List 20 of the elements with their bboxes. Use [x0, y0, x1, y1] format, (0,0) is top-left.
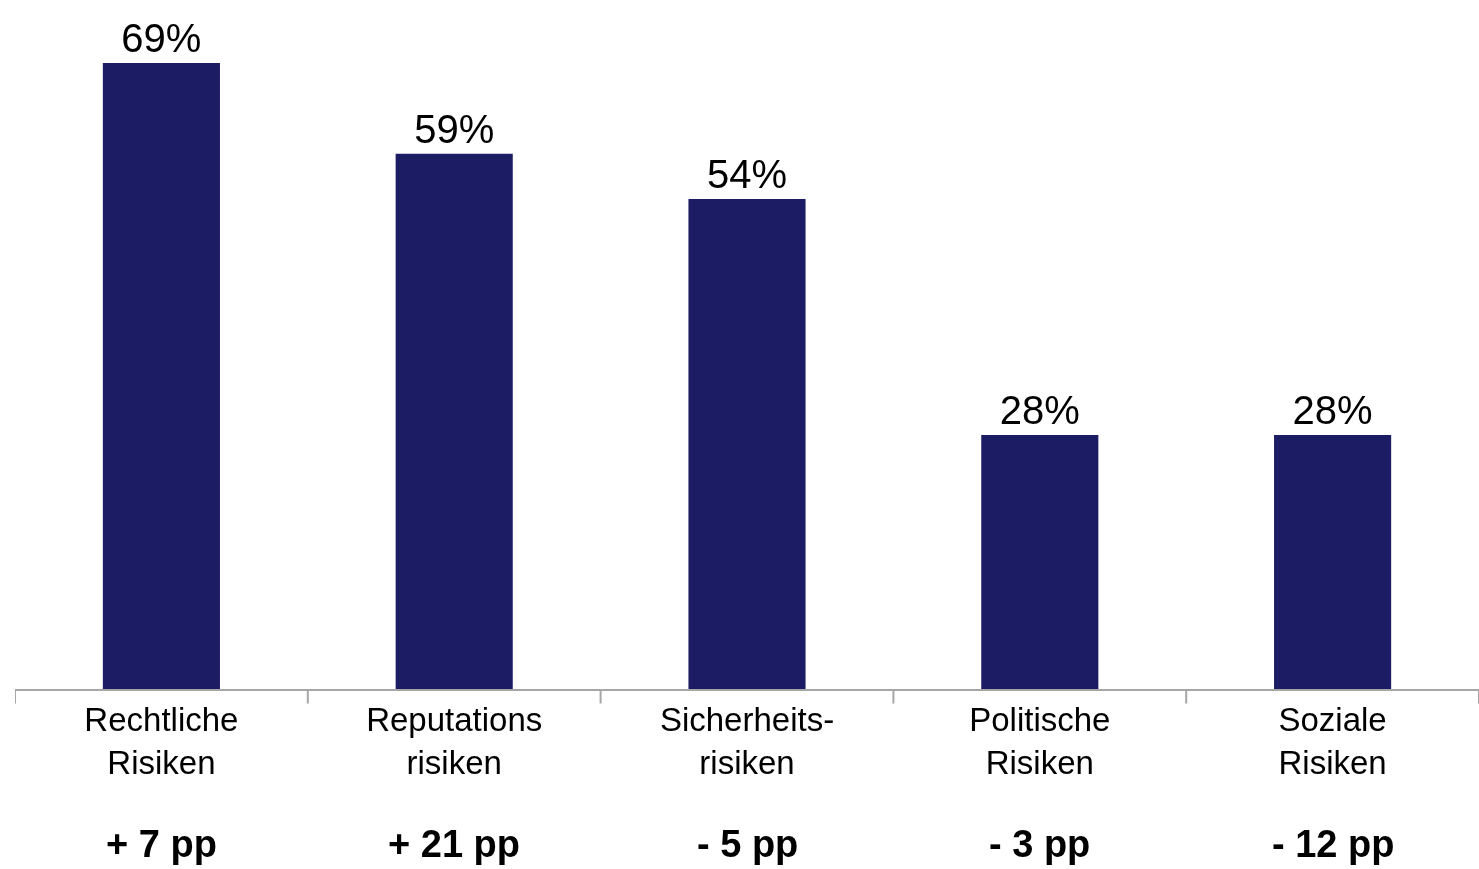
x-tick-label: Reputations risiken	[366, 700, 543, 781]
bar	[981, 434, 1099, 689]
text: + 7 pp	[106, 823, 217, 865]
bar	[688, 199, 806, 689]
x-tick-label: Soziale Risiken	[1278, 700, 1387, 781]
data-label: 28%	[1292, 387, 1373, 432]
bar	[395, 153, 513, 689]
x-tick-label: Rechtliche Risiken	[84, 700, 239, 781]
data-label: 59%	[414, 106, 495, 151]
bar	[102, 62, 220, 689]
text: - 12 pp	[1272, 823, 1395, 865]
data-label: 54%	[706, 152, 788, 197]
data-label: 69%	[121, 15, 202, 60]
data-label: 28%	[999, 387, 1080, 432]
x-tick-label: Sicherheits- risiken	[659, 700, 835, 781]
bar	[1274, 434, 1392, 689]
text: - 3 pp	[989, 823, 1091, 865]
text: - 5 pp	[697, 823, 799, 865]
text: + 21 pp	[388, 823, 520, 865]
x-tick-label: Politische Risiken	[969, 700, 1111, 781]
